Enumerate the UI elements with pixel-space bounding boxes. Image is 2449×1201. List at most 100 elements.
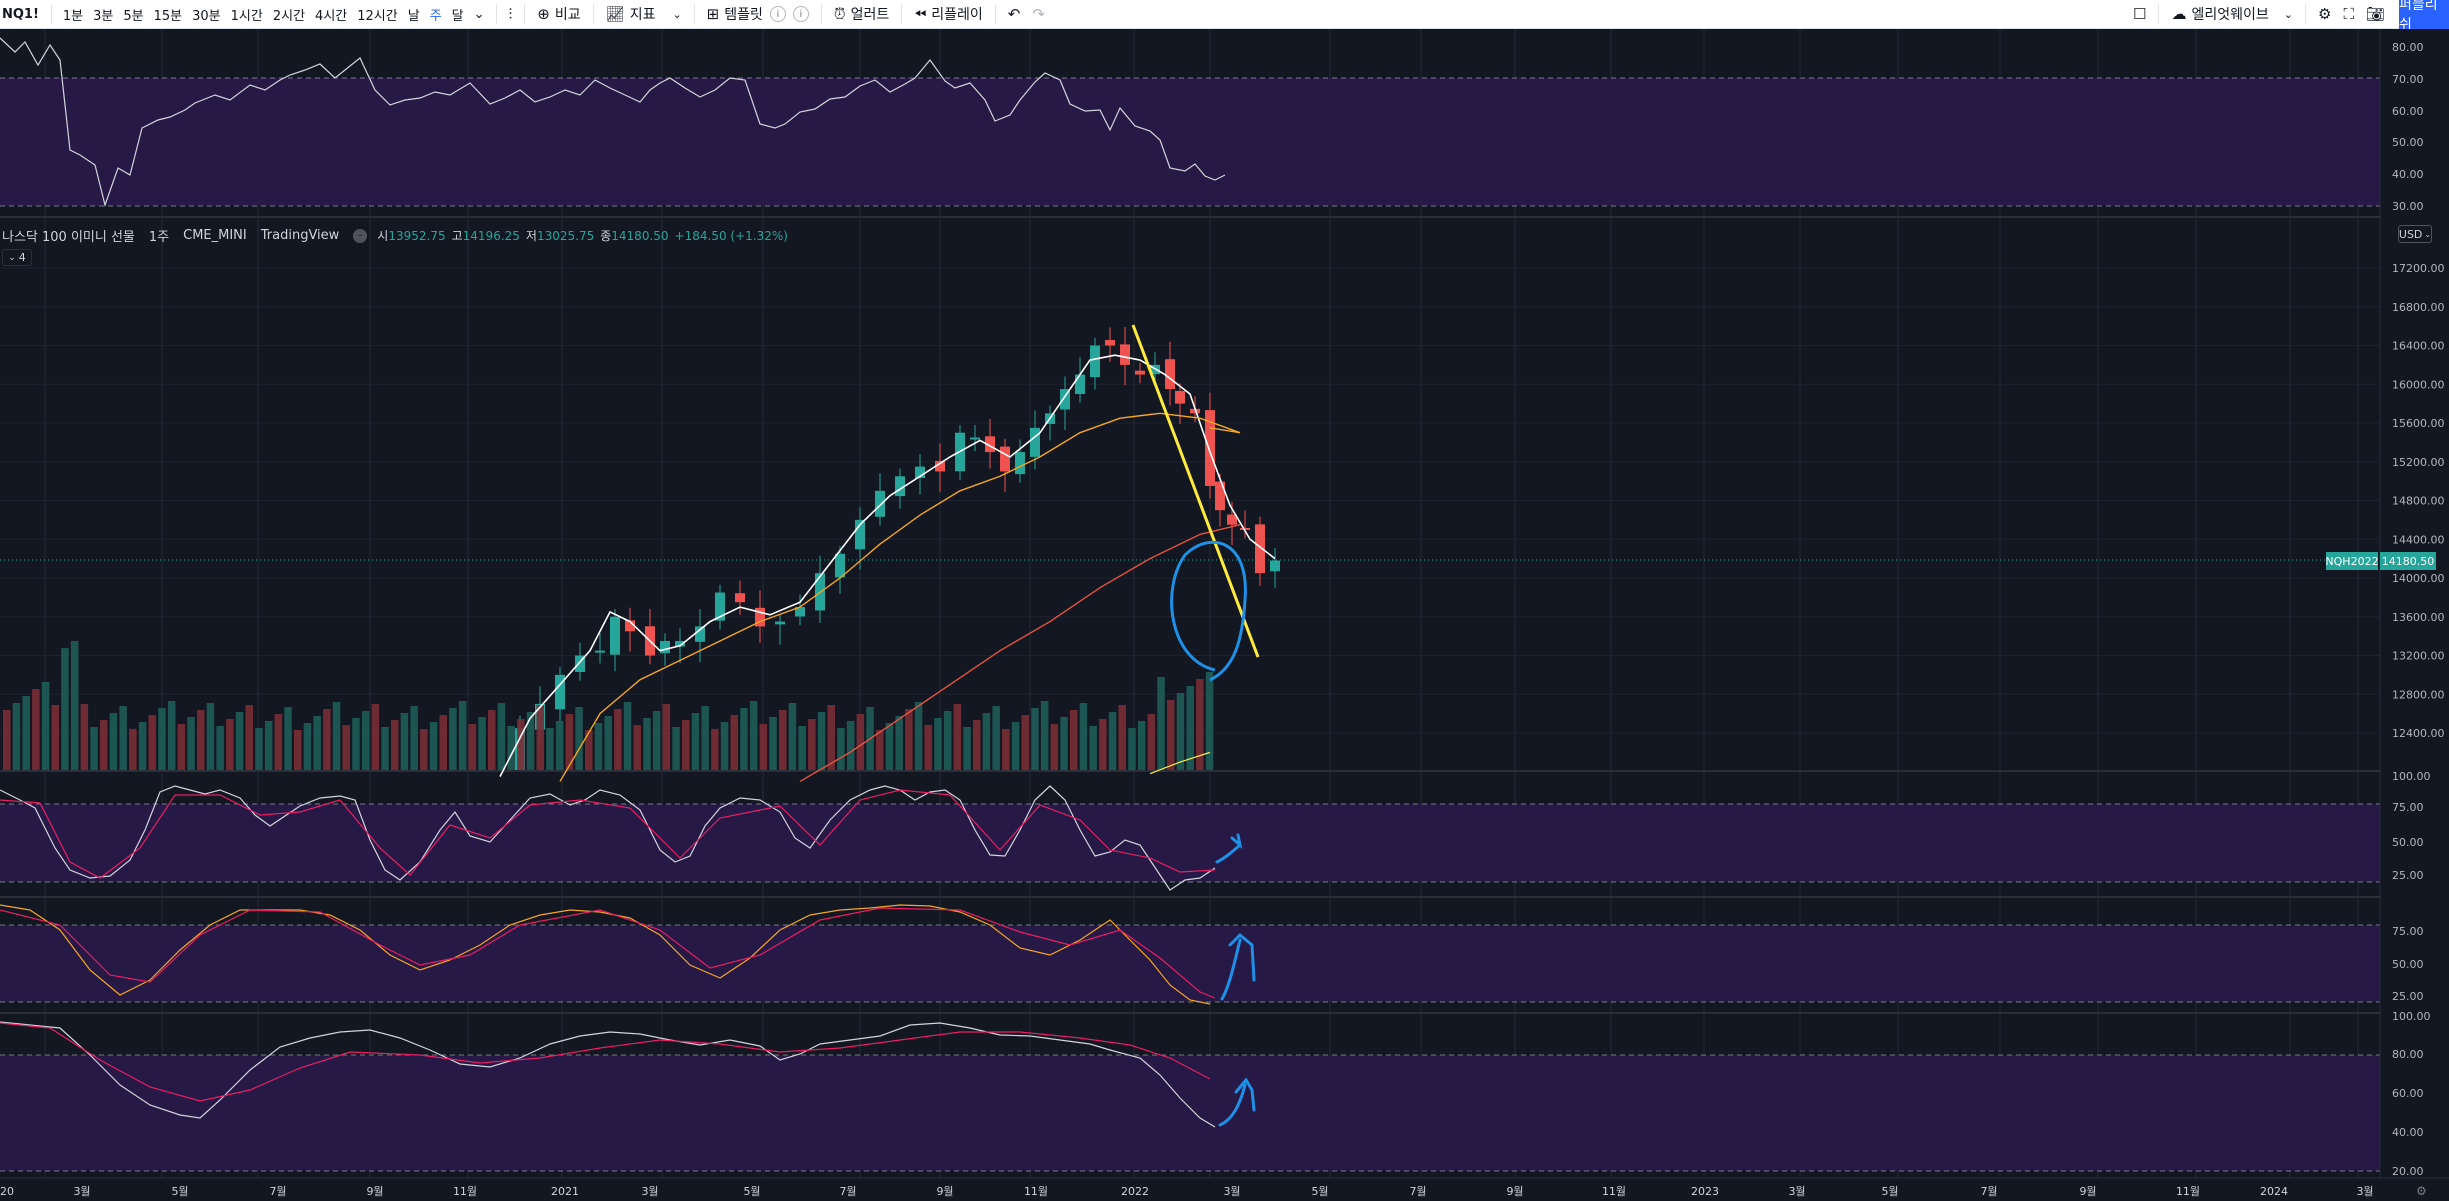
candle-body: [775, 621, 785, 625]
volume-bar: [1050, 724, 1059, 770]
layout-toggle-button[interactable]: ☐: [2127, 5, 2152, 23]
time-label: 11월: [1024, 1185, 1048, 1198]
time-label: 7월: [839, 1185, 856, 1198]
volume-bar: [788, 703, 797, 770]
rsi-tick: 30.00: [2392, 200, 2424, 213]
collapse-indicators-button[interactable]: ⌄ 4: [2, 249, 32, 266]
candle-body: [855, 519, 865, 550]
candle-body: [835, 553, 845, 578]
toolbar-divider: [820, 4, 822, 24]
replay-button[interactable]: ⏪︎ 리플레이: [908, 4, 989, 24]
time-label: 11월: [1602, 1185, 1626, 1198]
timeframe-9[interactable]: 날: [407, 8, 420, 24]
candle-body: [935, 460, 945, 472]
main-legend: 나스닥 100 이미니 선물 1주 CME_MINI TradingView –…: [2, 226, 788, 245]
timeframe-2[interactable]: 5분: [123, 8, 144, 24]
rsi-band: [0, 78, 2380, 206]
toolbar-divider: [495, 4, 497, 24]
volume-bar: [342, 725, 350, 770]
timeframe-8[interactable]: 12시간: [357, 8, 398, 24]
snapshot-button[interactable]: 📷︎: [2360, 5, 2391, 23]
timeframe-1[interactable]: 3분: [93, 8, 114, 24]
volume-bar: [12, 703, 21, 770]
compare-button[interactable]: ⊕ 비교: [531, 4, 586, 24]
volume-bar: [449, 708, 457, 770]
time-label: 7월: [1409, 1185, 1426, 1198]
legend-high-label: 고: [451, 229, 463, 243]
time-label: 2023: [1691, 1185, 1719, 1198]
time-label: 7월: [1980, 1185, 1997, 1198]
gear-icon: ⚙: [2416, 1184, 2427, 1198]
timeframe-3[interactable]: 15분: [153, 8, 183, 24]
candle-body: [695, 626, 705, 642]
candle-body: [1135, 370, 1145, 375]
volume-bar: [992, 706, 1000, 770]
candle-body: [575, 655, 585, 673]
timeframe-7[interactable]: 4시간: [315, 8, 348, 24]
redo-button[interactable]: ↷: [1026, 5, 1051, 23]
candle-body: [1090, 345, 1100, 378]
volume-bar: [769, 717, 777, 770]
chart-canvas[interactable]: 17200.00 16800.00 16400.00 16000.00 15600.00…: [0, 29, 2449, 1201]
rsi-line: [0, 37, 1226, 208]
volume-bar: [303, 723, 312, 770]
volume-bar: [371, 704, 380, 770]
legend-open-label: 시: [377, 229, 389, 243]
rsi-tick: 60.00: [2392, 105, 2424, 118]
volume-bar: [458, 701, 467, 770]
indicators-button[interactable]: 📈︎ 지표 ⌄: [600, 4, 688, 24]
info-icon: i: [769, 6, 786, 22]
symbol-search[interactable]: NQ1!: [2, 6, 39, 22]
volume-bar: [594, 723, 603, 770]
fullscreen-button[interactable]: ⛶: [2337, 5, 2360, 23]
timeframe-10[interactable]: 주: [429, 8, 442, 24]
undo-button[interactable]: ↶: [1002, 5, 1027, 23]
rsi-tick: 50.00: [2392, 136, 2424, 149]
timeframe-0[interactable]: 1분: [62, 8, 84, 24]
publish-button[interactable]: 퍼블리쉬: [2399, 0, 2449, 33]
toolbar-divider: [2158, 4, 2160, 24]
timeframe-5[interactable]: 1시간: [230, 8, 263, 24]
volume-bar: [682, 720, 690, 770]
volume-bar: [497, 703, 506, 770]
timeframe-6[interactable]: 2시간: [272, 8, 306, 24]
volume-bar: [798, 726, 806, 770]
volume-bar: [585, 730, 593, 770]
chart-type-button[interactable]: ⫶: [503, 5, 519, 23]
volume-bar: [488, 710, 496, 770]
settings-button[interactable]: ⚙︎: [2312, 5, 2337, 23]
volume-bar: [439, 715, 447, 770]
timeframe-11[interactable]: 달: [451, 8, 464, 24]
rewind-icon: ⏪︎: [914, 5, 927, 23]
layout-save-button[interactable]: ☁︎ 엘리엇웨이브 ⌄: [2165, 4, 2299, 24]
candle-body: [660, 640, 670, 654]
volume-bar: [138, 722, 147, 770]
volume-bar: [361, 711, 370, 770]
currency-select[interactable]: USD ⌄: [2398, 225, 2432, 243]
price-tick: 17200.00: [2392, 262, 2445, 275]
timeframe-4[interactable]: 30분: [192, 8, 221, 24]
volume-bar: [740, 708, 748, 770]
price-tick: 14000.00: [2392, 572, 2445, 585]
candle-body: [675, 640, 685, 647]
volume-bar: [943, 711, 952, 770]
volume-bar: [885, 723, 894, 770]
volume-bar: [555, 721, 564, 770]
alert-button[interactable]: ⏰︎ 얼러트: [828, 4, 895, 24]
price-tick: 15200.00: [2392, 456, 2445, 469]
alarm-icon: ⏰︎: [833, 5, 846, 23]
volume-bar: [963, 727, 971, 770]
eye-icon[interactable]: –: [353, 228, 368, 243]
timeframe-dropdown-icon[interactable]: ⌄: [473, 6, 485, 22]
templates-button[interactable]: ⊞ 템플릿 i i: [701, 4, 815, 24]
volume-bar: [167, 701, 176, 770]
templates-label: 템플릿: [724, 7, 763, 23]
candles-icon: ⫶: [508, 5, 513, 23]
candle-body: [1015, 452, 1025, 475]
volume-bar: [410, 706, 418, 770]
volume-bar: [604, 716, 612, 770]
volume-bar: [905, 709, 913, 770]
candle-body: [1120, 344, 1130, 365]
candle-body: [735, 593, 745, 603]
stoch3-band: [0, 1055, 2380, 1171]
